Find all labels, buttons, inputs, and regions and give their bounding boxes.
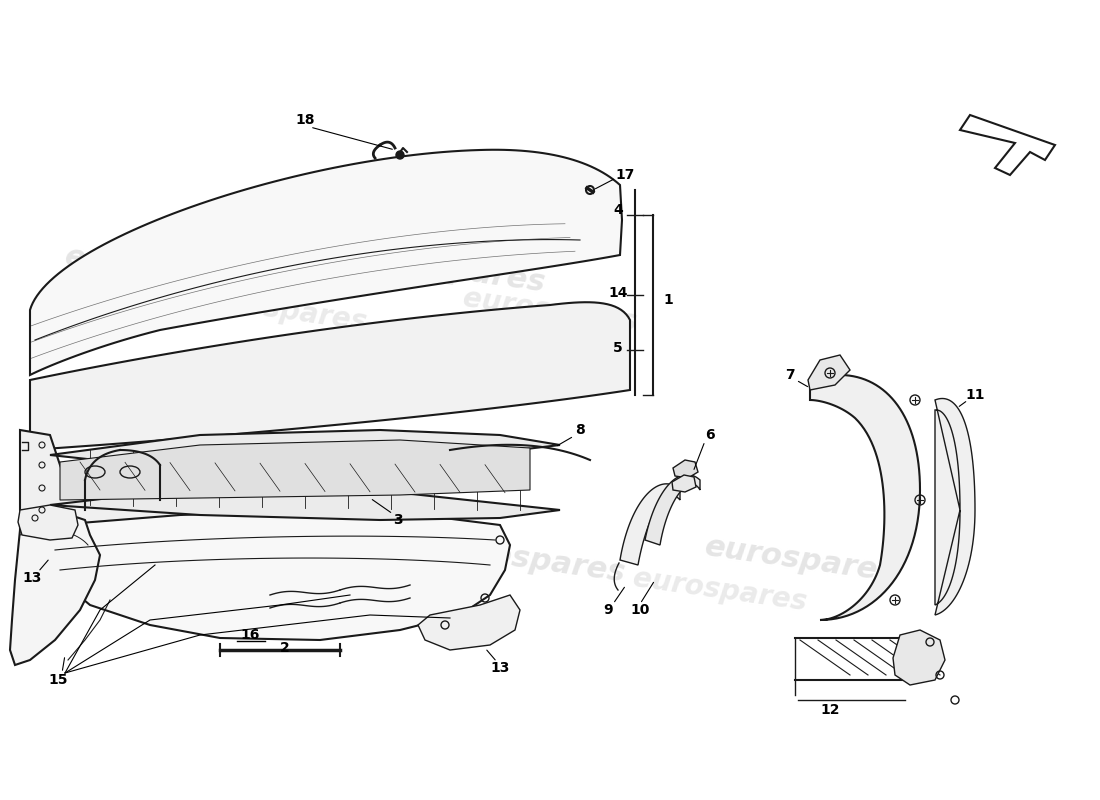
Text: 14: 14 — [608, 286, 628, 300]
Polygon shape — [20, 430, 180, 572]
Text: 17: 17 — [615, 168, 635, 182]
Polygon shape — [60, 440, 530, 500]
Text: 1: 1 — [663, 293, 673, 307]
Text: eurospares: eurospares — [191, 284, 368, 336]
Polygon shape — [30, 150, 622, 375]
Text: 12: 12 — [821, 703, 839, 717]
Polygon shape — [50, 510, 510, 640]
Text: eurospares: eurospares — [191, 564, 368, 616]
Text: eurospares: eurospares — [631, 564, 808, 616]
Text: 13: 13 — [22, 571, 42, 585]
Text: 10: 10 — [630, 603, 650, 617]
Polygon shape — [10, 510, 100, 665]
Polygon shape — [18, 505, 78, 540]
Text: 11: 11 — [966, 388, 984, 402]
Polygon shape — [672, 475, 696, 492]
Polygon shape — [935, 398, 975, 615]
Polygon shape — [960, 115, 1055, 175]
Text: 9: 9 — [603, 603, 613, 617]
Text: eurospares: eurospares — [703, 532, 898, 588]
Text: eurospares: eurospares — [352, 242, 548, 298]
Text: 18: 18 — [295, 113, 315, 127]
Polygon shape — [620, 484, 680, 565]
Polygon shape — [50, 430, 560, 520]
Text: 16: 16 — [240, 628, 260, 642]
Text: eurospares: eurospares — [461, 284, 639, 336]
Text: eurospares: eurospares — [63, 242, 257, 298]
Polygon shape — [645, 474, 700, 545]
Polygon shape — [810, 375, 920, 620]
Text: eurospares: eurospares — [432, 532, 627, 588]
Text: 8: 8 — [575, 423, 585, 437]
Polygon shape — [673, 460, 698, 478]
Text: 3: 3 — [393, 513, 403, 527]
Polygon shape — [418, 595, 520, 650]
Text: 15: 15 — [48, 673, 68, 687]
Text: 13: 13 — [491, 661, 509, 675]
Polygon shape — [30, 302, 630, 450]
Circle shape — [396, 151, 404, 159]
Polygon shape — [808, 355, 850, 390]
Text: 2: 2 — [280, 641, 290, 655]
Polygon shape — [893, 630, 945, 685]
Text: 6: 6 — [705, 428, 715, 442]
Text: 7: 7 — [785, 368, 795, 382]
Text: eurospares: eurospares — [63, 532, 257, 588]
Text: 5: 5 — [613, 341, 623, 355]
Circle shape — [586, 186, 594, 194]
Text: 4: 4 — [613, 203, 623, 217]
